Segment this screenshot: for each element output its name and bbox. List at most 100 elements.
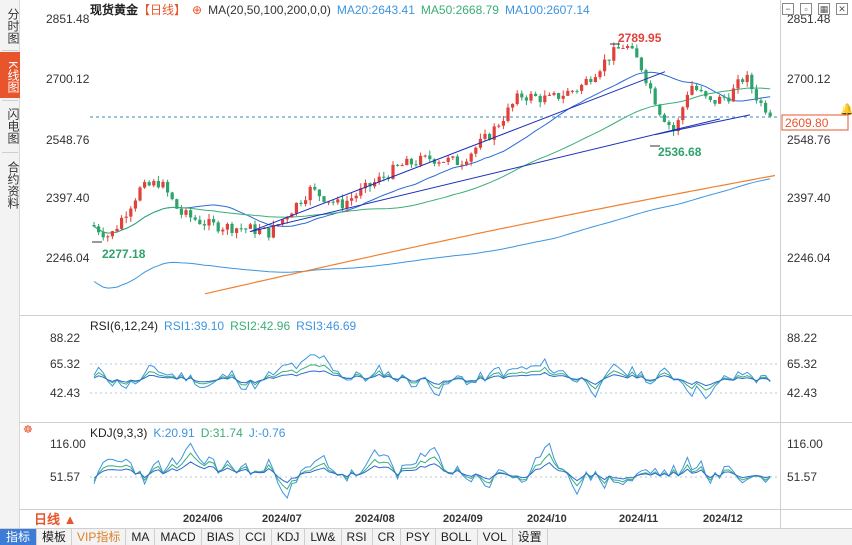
bottom-tab-bias[interactable]: BIAS [202,529,241,545]
ma100-line [93,178,771,289]
rsi-title[interactable]: RSI(6,12,24) [90,319,159,333]
bottom-tab-lwr[interactable]: LW& [305,529,342,545]
candle-body [97,226,101,233]
main-legend: 现货黄金【日线】 ⊕ MA(20,50,100,200,0,0) MA20:2643.… [90,2,596,18]
bottom-tab-cr[interactable]: CR [373,529,401,545]
bottom-tab-rsi[interactable]: RSI [342,529,373,545]
candle-body [152,180,156,186]
candle-body [649,83,653,89]
ma200-line [204,174,776,295]
candle-body [294,202,298,214]
ma-params[interactable]: MA(20,50,100,200,0,0) [208,3,331,17]
candle-body [685,94,689,108]
kdj-y-tick: 51.57 [50,470,80,484]
settings-icon[interactable]: ⊕ [192,3,203,17]
close-icon[interactable]: ✕ [836,3,848,15]
rail-tab-contract-info[interactable]: 合约资料 [6,161,20,209]
candle-body [598,71,602,78]
candle-body [304,200,308,204]
bottom-tab-kdj[interactable]: KDJ [272,529,306,545]
candle-body [359,188,363,196]
candle-body [115,228,119,232]
bottom-tab-macd[interactable]: MACD [155,529,202,545]
candle-body [225,223,229,230]
bottom-tab-boll[interactable]: BOLL [436,529,478,545]
rsi-y-tick: 88.22 [50,331,80,345]
candle-body [584,79,588,85]
low-price-label: 2536.68 [658,145,702,159]
bottom-tab-settings[interactable]: 设置 [513,529,548,545]
candle-body [437,162,441,164]
bell-icon[interactable]: 🔔 [840,103,852,116]
candle-body [198,219,202,225]
candle-body [557,93,561,99]
bottom-tab-cci[interactable]: CCI [240,529,272,545]
ma20-line [93,71,771,234]
candle-body [492,126,496,140]
ma50-value: MA50:2668.79 [420,3,499,17]
candle-body [285,217,289,220]
candle-body [92,224,96,227]
candle-body [166,181,170,193]
candle-body [419,155,423,165]
bottom-tab-psy[interactable]: PSY [401,529,436,545]
candle-body [363,182,367,189]
chart-canvas[interactable]: 2851.48 2700.12 2548.76 2397.40 2246.04 … [20,0,852,528]
candle-body [718,96,722,104]
candle-body [248,224,252,229]
candle-body [106,236,110,238]
x-tick: 2024/09 [443,513,483,525]
candle-body [469,153,473,162]
candle-body [267,227,271,238]
restore-icon[interactable]: ▫ [800,3,812,15]
grid-icon[interactable]: ▦ [818,3,830,15]
minus-icon[interactable]: − [782,3,794,15]
candle-body [271,225,275,238]
ma50-line [93,87,771,234]
kdj-k-line [93,452,771,490]
candle-body [161,181,165,188]
candle-body [373,182,377,187]
bottom-tab-indicator[interactable]: 指标 [0,529,38,545]
candle-body [690,85,694,95]
candlesticks [92,42,772,242]
candle-body [120,217,124,229]
rsi-y-tick-right: 88.22 [787,331,817,345]
period-tag[interactable]: 【日线】 [138,3,187,17]
rail-tab-flash[interactable]: 闪电图 [6,108,20,144]
timeframe-selector[interactable]: 日线 ▲ [20,511,80,528]
rsi-y-tick-right: 42.43 [787,386,817,400]
bottom-tab-template[interactable]: 模板 [37,529,73,545]
candle-body [607,59,611,61]
rail-tab-timeshare[interactable]: 分时图 [6,8,20,44]
chart-area[interactable]: 2851.48 2700.12 2548.76 2397.40 2246.04 … [20,0,852,528]
candle-body [405,158,409,166]
trend-line-short [654,114,751,136]
candle-body [138,187,142,201]
candle-body [299,202,303,204]
candle-body [179,208,183,215]
bottom-tab-vip[interactable]: VIP指标 [72,529,127,545]
y-tick: 2246.04 [46,251,90,265]
candle-body [428,155,432,160]
x-tick: 2024/08 [355,513,395,525]
rail-tab-kline[interactable]: K线图 [0,52,20,98]
bottom-tab-vol[interactable]: VOL [478,529,513,545]
candle-body [322,196,326,202]
x-tick: 2024/10 [527,513,567,525]
kdj-d-value: D:31.74 [200,426,243,440]
candle-body [156,180,160,188]
candle-body [667,121,671,125]
candle-body [221,229,225,232]
candle-body [432,159,436,164]
kdj-title[interactable]: KDJ(9,3,3) [90,426,148,440]
bottom-tab-ma[interactable]: MA [126,529,156,545]
candle-body [741,79,745,82]
candle-body [423,155,427,157]
y-tick: 2397.40 [46,191,90,205]
rsi1-value: RSI1:39.10 [164,319,225,333]
candle-body [603,59,607,72]
candle-body [446,157,450,162]
candle-body [207,219,211,226]
settings-gear-icon[interactable]: ☸ [23,424,33,436]
